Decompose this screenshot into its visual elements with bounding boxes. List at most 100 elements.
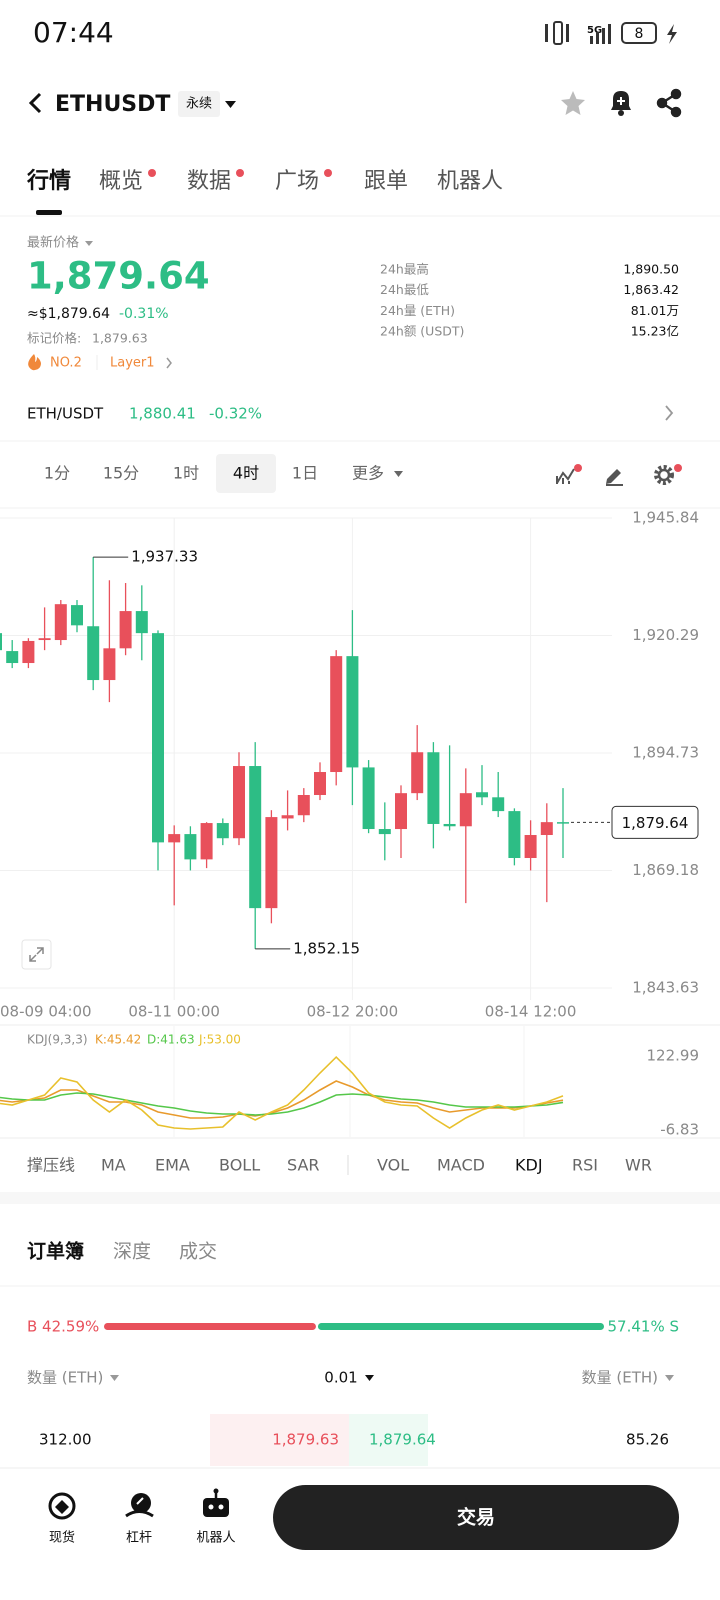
candle-body xyxy=(378,829,391,835)
header-dropdown[interactable] xyxy=(110,1375,119,1381)
kdj-legend: J:53.00 xyxy=(198,1033,241,1047)
spot-price: 1,880.41 xyxy=(129,405,196,423)
share-button[interactable] xyxy=(656,88,682,118)
fullscreen-button[interactable] xyxy=(21,939,52,970)
y-tick-label: 1,945.84 xyxy=(632,509,699,527)
precision-dropdown[interactable] xyxy=(365,1375,374,1381)
indicator[interactable]: 撑压线 xyxy=(27,1156,75,1175)
candle-body xyxy=(265,817,278,909)
indicator[interactable]: SAR xyxy=(287,1156,320,1175)
tab[interactable]: 广场 xyxy=(275,169,319,194)
candle-body xyxy=(249,766,262,909)
nav-label[interactable]: 杠杆 xyxy=(126,1530,152,1546)
trade-button[interactable] xyxy=(273,1485,679,1550)
orderbook-tab[interactable]: 成交 xyxy=(179,1241,217,1263)
indicator[interactable]: MA xyxy=(101,1156,126,1175)
candle-body xyxy=(71,605,83,626)
tab[interactable]: 行情 xyxy=(26,168,71,194)
last-price-box xyxy=(611,805,699,839)
tab[interactable]: 数据 xyxy=(187,169,231,194)
indicator[interactable]: RSI xyxy=(572,1156,598,1175)
tab[interactable]: 机器人 xyxy=(437,169,503,194)
sector[interactable]: Layer1 xyxy=(110,356,155,371)
candle-body xyxy=(119,611,132,649)
indicator-button[interactable] xyxy=(556,464,582,484)
kdj-chart: KDJ(9,3,3) K:45.42 D:41.63 J:53.00 122.99 -6.… xyxy=(0,1026,699,1139)
interval[interactable]: 1时 xyxy=(173,464,199,483)
candle-body xyxy=(346,656,359,768)
candle-body xyxy=(330,656,343,773)
settings-button[interactable] xyxy=(654,464,682,485)
bot-icon[interactable] xyxy=(203,1488,229,1518)
stat-value: 15.23亿 xyxy=(631,324,679,339)
usd-price: ≈$1,879.64 xyxy=(27,306,110,322)
bid-qty-header[interactable]: 数量 (ETH) xyxy=(27,1369,103,1387)
ratio-bar xyxy=(104,1323,604,1330)
last-price-label: 1,879.64 xyxy=(622,814,689,832)
kdj-title: KDJ(9,3,3) xyxy=(27,1033,88,1047)
interval[interactable]: 1分 xyxy=(44,464,70,483)
orderbook-tab[interactable]: 深度 xyxy=(113,1241,151,1263)
sell-ratio: 57.41% S xyxy=(608,1318,679,1336)
candle-body xyxy=(492,797,505,812)
candle-body xyxy=(524,835,537,859)
tab[interactable]: 跟单 xyxy=(364,169,408,194)
precision[interactable]: 0.01 xyxy=(324,1369,357,1387)
back-button[interactable] xyxy=(28,92,42,114)
interval[interactable]: 更多 xyxy=(352,464,384,483)
nav-label[interactable]: 机器人 xyxy=(196,1531,235,1546)
interval[interactable]: 15分 xyxy=(103,464,139,483)
interval-bar: 1分 15分 1时 4时 1日 更多 xyxy=(44,464,384,483)
ask-qty: 85.26 xyxy=(626,1431,669,1449)
stat-label: 24h最高 xyxy=(380,262,429,277)
candle-body xyxy=(459,793,472,827)
indicator[interactable]: KDJ xyxy=(515,1156,543,1175)
hot-icon xyxy=(28,354,41,371)
symbol[interactable]: ETHUSDT xyxy=(55,92,170,117)
stat-label: 24h额 (USDT) xyxy=(380,324,464,339)
buy-ratio: B 42.59% xyxy=(27,1318,99,1336)
kdj-legend: K:45.42 xyxy=(95,1033,141,1047)
candle-body xyxy=(314,772,326,796)
candle-body xyxy=(200,823,213,860)
y-tick-label: 1,894.73 xyxy=(632,744,699,762)
alert-button[interactable] xyxy=(611,91,631,116)
candle-body xyxy=(557,822,569,824)
kdj-line xyxy=(0,1080,564,1119)
tag-box xyxy=(178,91,220,117)
tab-dot xyxy=(148,169,156,177)
ask-qty-header[interactable]: 数量 (ETH) xyxy=(582,1369,658,1387)
spot-arrow[interactable] xyxy=(665,405,674,421)
symbol-dropdown[interactable] xyxy=(225,101,236,108)
tab[interactable]: 概览 xyxy=(99,169,143,194)
more-dropdown[interactable] xyxy=(394,471,403,477)
interval[interactable]: 1日 xyxy=(292,464,318,483)
stat-label: 24h量 (ETH) xyxy=(380,303,455,318)
spot-pair[interactable]: ETH/USDT xyxy=(27,405,104,423)
indicator[interactable]: EMA xyxy=(155,1156,190,1175)
candle-body xyxy=(540,822,553,836)
candlestick-chart: 1,945.84 1,920.29 1,894.73 1,869.18 1,843.63… xyxy=(0,509,699,1021)
indicator[interactable]: MACD xyxy=(437,1156,485,1175)
orderbook-tab[interactable]: 订单簿 xyxy=(27,1240,84,1263)
indicator[interactable]: BOLL xyxy=(219,1156,260,1175)
kdj-tick-label: 122.99 xyxy=(647,1047,700,1065)
sector-arrow[interactable] xyxy=(166,357,172,369)
margin-icon[interactable] xyxy=(125,1493,154,1518)
price-dropdown[interactable] xyxy=(85,241,93,246)
nav-label[interactable]: 现货 xyxy=(49,1530,75,1546)
header-dropdown[interactable] xyxy=(665,1375,674,1381)
spot-icon[interactable] xyxy=(48,1492,76,1520)
interval[interactable]: 4时 xyxy=(233,464,259,483)
draw-button[interactable] xyxy=(606,469,623,486)
interval-selected xyxy=(216,454,276,493)
signal-icon xyxy=(545,21,611,45)
candle-body xyxy=(0,633,2,651)
candle-body xyxy=(152,633,164,843)
status-network: 5G xyxy=(587,25,602,36)
favorite-button[interactable] xyxy=(561,91,585,115)
indicator[interactable]: WR xyxy=(625,1156,652,1175)
indicator[interactable]: VOL xyxy=(377,1156,409,1175)
stat-value: 81.01万 xyxy=(631,303,679,318)
